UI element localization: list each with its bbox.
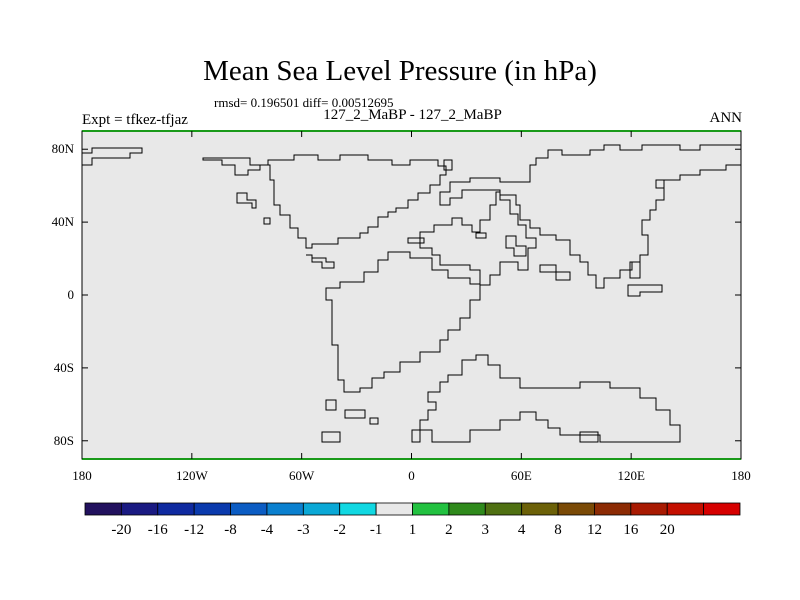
colorbar-label: -3	[297, 522, 310, 538]
experiment-label: Expt = tfkez-tfjaz	[82, 112, 188, 128]
colorbar-label: 2	[445, 522, 453, 538]
coastline-southern-island	[325, 399, 337, 411]
latitude-tick-label: 40N	[52, 214, 75, 229]
colorbar-box	[120, 502, 159, 516]
longitude-tick-label: 0	[408, 468, 415, 483]
colorbar-box	[703, 502, 741, 516]
coastline-mediterranean-island	[475, 232, 487, 239]
colorbar-label: -16	[148, 522, 168, 538]
coastline-caribbean-island	[407, 237, 425, 244]
coastline-south-america	[325, 251, 481, 393]
colorbar-box	[157, 502, 195, 516]
colorbar-box	[594, 502, 632, 516]
longitude-tick-label: 120W	[176, 468, 209, 483]
colorbar-label: 8	[554, 522, 562, 538]
latitude-tick-label: 0	[68, 287, 75, 302]
coastline-alaska-island	[236, 192, 257, 209]
colorbar-label: -2	[333, 522, 346, 538]
colorbar-box	[521, 502, 559, 516]
longitude-tick-label: 180	[72, 468, 92, 483]
plot-title: Mean Sea Level Pressure (in hPa)	[203, 55, 597, 87]
colorbar-box	[84, 502, 122, 516]
colorbar-label: 16	[623, 522, 639, 538]
latitude-axis: 80N 40N 0 40S 80S	[52, 141, 741, 448]
coastline-southern-island	[579, 431, 599, 443]
coastline-greenland	[81, 147, 143, 166]
coastlines	[81, 144, 742, 443]
latitude-tick-label: 80N	[52, 141, 75, 156]
colorbar-box	[557, 502, 595, 516]
colorbar-box	[266, 502, 304, 516]
rmsd-diff-stats: rmsd= 0.196501 diff= 0.00512695	[214, 95, 394, 110]
coastline-southern-island	[344, 409, 366, 419]
pressure-difference-field	[82, 131, 741, 459]
colorbar-label: 20	[660, 522, 675, 538]
colorbar-label: -4	[261, 522, 274, 538]
colorbar-box	[302, 502, 341, 516]
colorbar-box	[666, 502, 705, 516]
latitude-tick-label: 80S	[54, 433, 74, 448]
coastline-eurasia	[439, 144, 742, 289]
longitude-tick-label: 180	[731, 468, 751, 483]
colorbar-box	[412, 502, 450, 516]
longitude-tick-label: 120E	[617, 468, 645, 483]
colorbar-box	[230, 502, 268, 516]
colorbar-box	[193, 502, 231, 516]
coastline-southern-island	[321, 431, 341, 443]
coastline-north-america	[202, 154, 447, 249]
longitude-tick-label: 60W	[289, 468, 315, 483]
colorbar-box	[484, 502, 523, 516]
colorbar-label: 12	[587, 522, 602, 538]
colorbar-label: 1	[409, 522, 417, 538]
coastline-europe-africa	[419, 191, 537, 286]
coastline-india	[539, 264, 571, 281]
coastline-southern-island	[369, 417, 379, 425]
colorbar-label: -1	[370, 522, 383, 538]
colorbar-label: -12	[184, 522, 204, 538]
colorbar-label: 3	[482, 522, 490, 538]
longitude-tick-label: 60E	[511, 468, 532, 483]
longitude-axis: 180 120W 60W 0 60E 120E 180	[72, 131, 751, 483]
coastline-island	[263, 217, 271, 225]
season-label: ANN	[709, 110, 743, 126]
latitude-tick-label: 40S	[54, 360, 74, 375]
colorbar-box	[339, 502, 377, 516]
coastline-japan	[629, 261, 641, 279]
experiment-periods: 127_2_MaBP - 127_2_MaBP	[323, 107, 502, 123]
colorbar-box	[375, 502, 413, 516]
coastline-antarctica	[411, 354, 681, 443]
colorbar-label: 4	[518, 522, 526, 538]
coastline-arabia	[505, 235, 527, 257]
coastline-southeast-asia	[627, 284, 663, 297]
coastline-scandinavia	[443, 159, 453, 171]
colorbar-label: -20	[111, 522, 131, 538]
coastline-central-america	[306, 254, 335, 269]
colorbar-box	[448, 502, 486, 516]
colorbar-label: -8	[224, 522, 237, 538]
colorbar-box	[630, 502, 668, 516]
